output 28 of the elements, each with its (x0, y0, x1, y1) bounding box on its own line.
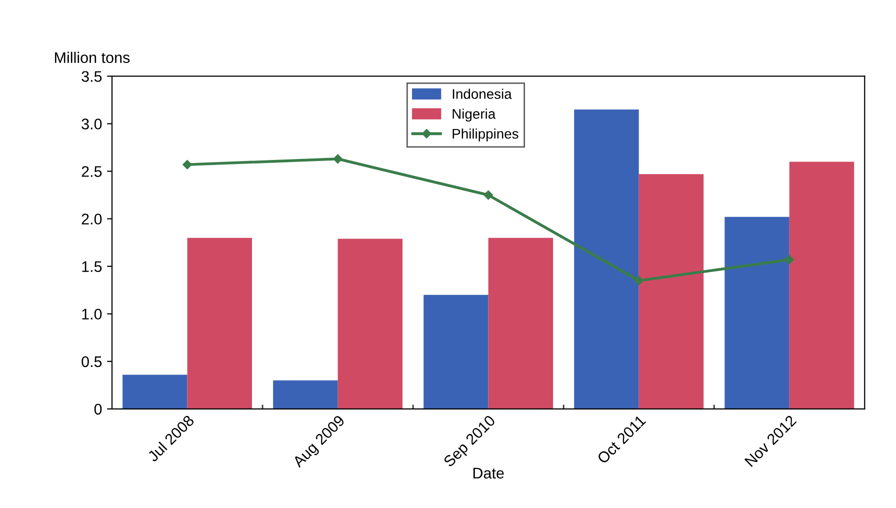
bar (574, 109, 639, 409)
y-axis-title: Million tons (55, 52, 130, 64)
bar (424, 294, 488, 409)
point (784, 255, 794, 264)
bar (338, 238, 403, 409)
y-tick-label: 2.5 (82, 166, 102, 177)
y-tick-label: 2.0 (82, 214, 102, 224)
y-tick-label: 1.5 (82, 261, 102, 272)
bar (638, 174, 704, 409)
y-tick-label: 3.0 (82, 118, 102, 130)
bar (122, 374, 188, 409)
y-tick-label: 3.5 (82, 71, 102, 82)
point (484, 190, 493, 200)
bar (789, 162, 854, 409)
y-tick-label: 0 (94, 404, 102, 415)
point (634, 276, 644, 286)
bar (187, 238, 252, 409)
y-tick-label: 0.5 (82, 356, 102, 368)
y-tick-label: 1.0 (82, 308, 102, 320)
legend-label: Nigeria (452, 108, 496, 122)
legend-label: Philippines (452, 128, 518, 142)
bar (724, 216, 790, 409)
bar (488, 238, 554, 409)
point (182, 160, 192, 170)
x-axis-title: Date (473, 468, 504, 479)
point (333, 154, 342, 164)
legend-label: Indonesia (452, 88, 512, 99)
bar (273, 380, 338, 409)
